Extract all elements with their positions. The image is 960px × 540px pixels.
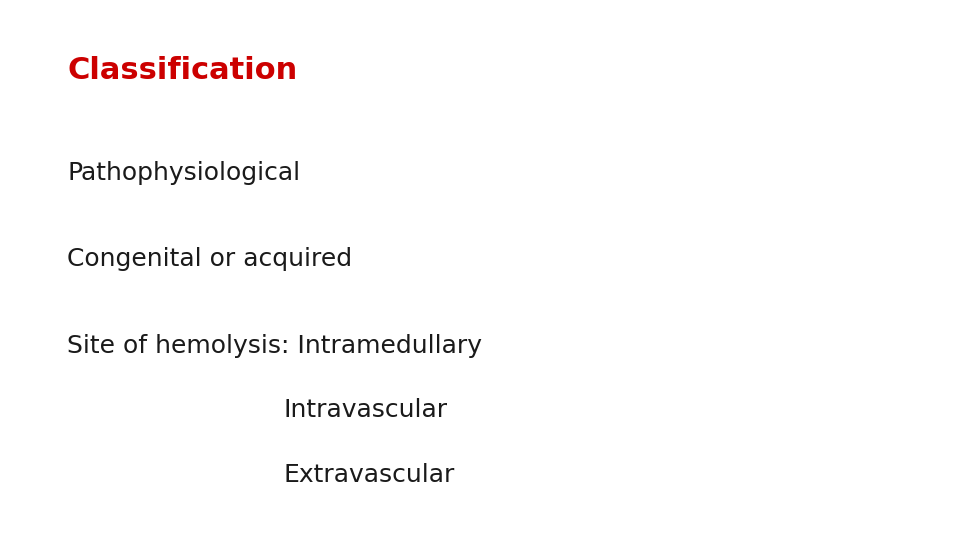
Text: Congenital or acquired: Congenital or acquired [67,247,352,271]
Text: Classification: Classification [67,56,298,85]
Text: Extravascular: Extravascular [283,463,455,487]
Text: Pathophysiological: Pathophysiological [67,161,300,185]
Text: Site of hemolysis: Intramedullary: Site of hemolysis: Intramedullary [67,334,482,357]
Text: Intravascular: Intravascular [283,399,447,422]
